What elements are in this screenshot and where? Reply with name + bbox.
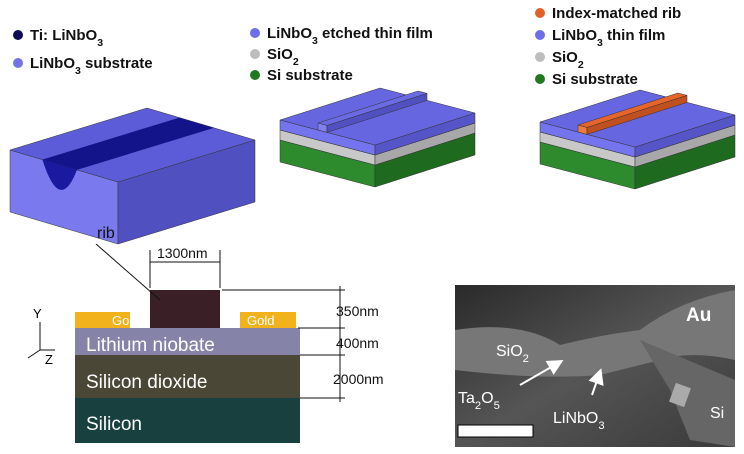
width-label: 1300nm <box>157 245 208 261</box>
text-part: Ti: LiNbO <box>30 27 98 44</box>
legend-label: LiNbO3 thin film <box>552 27 665 49</box>
ta2o5-label: Ta2O5 <box>458 390 500 412</box>
linbo3-label: LiNbO3 <box>553 410 605 432</box>
sio2-layer <box>75 355 300 398</box>
ti-channel <box>42 117 214 170</box>
axis-label: Z <box>45 352 53 367</box>
text-part: Ta <box>458 390 475 407</box>
ti-channel <box>42 159 77 190</box>
layer-label: Lithium niobate <box>86 335 215 356</box>
arrow <box>588 368 604 396</box>
dim-label: 350nm <box>336 303 379 319</box>
legend-label: Ti: LiNbO3 <box>30 27 103 49</box>
scale-bar <box>457 424 534 438</box>
text-part: O <box>481 390 493 407</box>
schematics <box>9 87 736 245</box>
legend-label: SiO2 <box>267 46 299 68</box>
axis-label: Y <box>33 306 42 321</box>
subscript: 2 <box>475 400 481 412</box>
subscript: 2 <box>578 59 584 71</box>
legend-marker <box>250 49 260 59</box>
subscript: 3 <box>598 420 604 432</box>
text-part: Index-matched rib <box>552 5 681 22</box>
legend-marker <box>535 52 545 62</box>
legend-marker <box>250 28 260 38</box>
text-part: LiNbO <box>30 55 75 72</box>
dim-label: 400nm <box>336 335 379 351</box>
text-part: thin film <box>603 27 666 44</box>
legend-label: Index-matched rib <box>552 5 681 22</box>
layer-label: Silicon dioxide <box>86 372 207 393</box>
layer-label: Silicon <box>86 414 142 435</box>
text-part: SiO <box>552 49 578 66</box>
dim-lines <box>222 286 345 402</box>
subscript: 3 <box>597 37 603 49</box>
cross-section: Gold Gold Lithium niobate Silicon dioxid… <box>27 225 384 443</box>
si-layer <box>75 398 300 443</box>
subscript: 3 <box>75 65 81 77</box>
subscript: 2 <box>523 353 529 365</box>
legend-marker <box>13 30 23 40</box>
text-part: substrate <box>81 55 153 72</box>
rib <box>577 92 688 128</box>
text-part: etched thin film <box>318 25 433 42</box>
text-part: Si substrate <box>552 71 638 88</box>
subscript: 3 <box>97 37 103 49</box>
axis <box>27 349 41 359</box>
subscript: 3 <box>312 35 318 47</box>
legend-label: SiO2 <box>552 49 584 71</box>
rib <box>317 90 428 126</box>
text-part: Si substrate <box>267 67 353 84</box>
gold-label: Gold <box>247 313 274 328</box>
gold-pad <box>75 312 130 328</box>
gold-label: Gold <box>112 313 139 328</box>
sem-feature <box>669 382 691 408</box>
sem-image: Au Si SiO2 Ta2O5 LiNbO3 <box>455 285 735 447</box>
au-label: Au <box>686 305 711 326</box>
legend-label: LiNbO3 substrate <box>30 55 153 77</box>
legend-marker <box>250 70 260 80</box>
leader <box>95 243 161 301</box>
legend-marker <box>13 58 23 68</box>
text-part: LiNbO <box>553 410 598 427</box>
legend-label: LiNbO3 etched thin film <box>267 25 433 47</box>
text-part: LiNbO <box>267 25 312 42</box>
dim-label: 2000nm <box>333 371 384 387</box>
legend-label: Si substrate <box>267 67 353 84</box>
legend-marker <box>535 30 545 40</box>
legend-label: Si substrate <box>552 71 638 88</box>
rib-shape <box>150 290 220 328</box>
gold-pad <box>240 312 296 328</box>
text-part: SiO <box>267 46 293 63</box>
rib-label: rib <box>97 225 115 242</box>
legend-marker <box>535 8 545 18</box>
linbo3-layer <box>75 328 300 355</box>
subscript: 5 <box>494 400 500 412</box>
text-part: SiO <box>496 343 523 360</box>
legend-marker <box>535 74 545 84</box>
text-part: LiNbO <box>552 27 597 44</box>
arrow <box>519 360 564 386</box>
sio2-label: SiO2 <box>496 343 529 365</box>
subscript: 2 <box>293 56 299 68</box>
si-label: Si <box>710 405 724 422</box>
